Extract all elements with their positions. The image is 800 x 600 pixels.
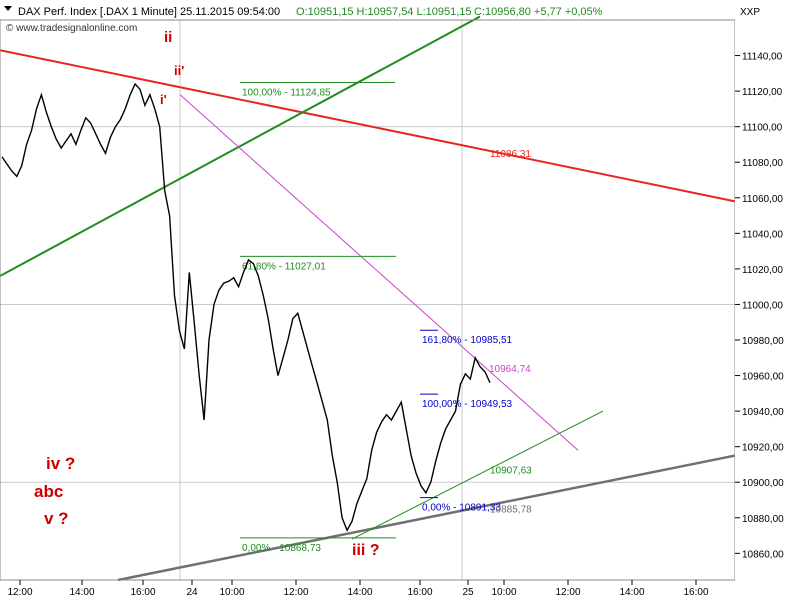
trendline-value-label: 10964,74: [489, 364, 531, 375]
x-tick-label: 12:00: [283, 587, 308, 598]
fib-level-label: 161,80% - 10985,51: [422, 335, 513, 346]
fib-level-label: 0,00% - 10891,33: [422, 503, 501, 514]
y-tick-label: 10940,00: [742, 407, 784, 418]
symbol-label: XXP: [740, 7, 760, 18]
wave-label: ii': [174, 63, 184, 78]
wave-labels: ii i' ii' iii ? iv ? abc v ?: [34, 29, 380, 559]
x-tick-label: 14:00: [69, 587, 94, 598]
y-tick-label: 10880,00: [742, 514, 784, 525]
annotations: 11086,31 10964,74 10907,63 10885,78: [489, 149, 532, 516]
x-tick-label: 16:00: [130, 587, 155, 598]
close-change-readout: C:10956,80 +5,77 +0,05%: [474, 6, 603, 18]
y-tick-label: 10920,00: [742, 443, 784, 454]
trendline-green-upper: [0, 15, 481, 277]
y-tick-label: 11060,00: [742, 194, 783, 205]
fib-level-label: 100,00% - 11124,85: [242, 87, 331, 98]
wave-label: abc: [34, 482, 63, 501]
wave-label: iv ?: [46, 454, 75, 473]
price-series: [1, 82, 491, 532]
x-tick-label: 16:00: [683, 587, 708, 598]
fib-level-label: 0,00% - 10868,73: [242, 543, 321, 554]
x-tick-label: 25: [462, 587, 474, 598]
fibonacci-levels: 100,00% - 11124,85 61,80% - 11027,01 0,00%…: [240, 81, 513, 554]
y-tick-label: 10980,00: [742, 336, 784, 347]
x-tick-label: 12:00: [555, 587, 580, 598]
x-tick-label: 24: [186, 587, 198, 598]
ohlc-readout: O:10951,15 H:10957,54 L:10951,15: [296, 6, 472, 18]
y-tick-label: 11080,00: [742, 158, 783, 169]
y-tick-label: 11120,00: [742, 87, 783, 98]
y-tick-label: 10860,00: [742, 549, 784, 560]
trendline-gray-support: [117, 454, 736, 582]
y-tick-label: 11140,00: [742, 52, 783, 63]
y-tick-label: 10900,00: [742, 478, 784, 489]
y-tick-label: 11000,00: [742, 300, 783, 311]
watermark: © www.tradesignalonline.com: [6, 23, 137, 34]
trendline-magenta: [179, 94, 579, 451]
x-tick-label: 12:00: [7, 587, 32, 598]
wave-label: v ?: [44, 509, 69, 528]
price-line: [1, 82, 491, 532]
trendline-value-label: 10907,63: [490, 465, 532, 476]
x-tick-label: 10:00: [219, 587, 244, 598]
collapse-arrow-icon[interactable]: [4, 6, 12, 11]
wave-label: ii: [164, 29, 172, 46]
y-tick-label: 10960,00: [742, 372, 784, 383]
trendline-green-lower: [351, 410, 604, 540]
wave-label: iii ?: [352, 542, 380, 559]
fib-level-label: 61,80% - 11027,01: [242, 261, 326, 272]
trendline-value-label: 10885,78: [490, 504, 532, 515]
wave-label: i': [160, 92, 167, 107]
fib-level-label: 100,00% - 10949,53: [422, 399, 513, 410]
trendline-red: [0, 49, 736, 203]
y-axis-panel: [735, 20, 800, 580]
x-tick-label: 16:00: [407, 587, 432, 598]
chart-datetime: 25.11.2015 09:54:00: [180, 6, 280, 18]
header: DAX Perf. Index [.DAX 1 Minute] 25.11.20…: [4, 6, 760, 34]
x-tick-label: 14:00: [347, 587, 372, 598]
y-tick-label: 11100,00: [742, 123, 783, 134]
trendline-value-label: 11086,31: [490, 149, 531, 160]
trendlines: [0, 15, 736, 582]
x-tick-label: 10:00: [491, 587, 516, 598]
y-tick-label: 11020,00: [742, 265, 783, 276]
axes: 10860,00 10880,00 10900,00 10920,00 10940,00…: [0, 19, 800, 598]
x-tick-label: 14:00: [619, 587, 644, 598]
y-tick-label: 11040,00: [742, 229, 783, 240]
chart-title: DAX Perf. Index [.DAX 1 Minute]: [18, 6, 177, 18]
